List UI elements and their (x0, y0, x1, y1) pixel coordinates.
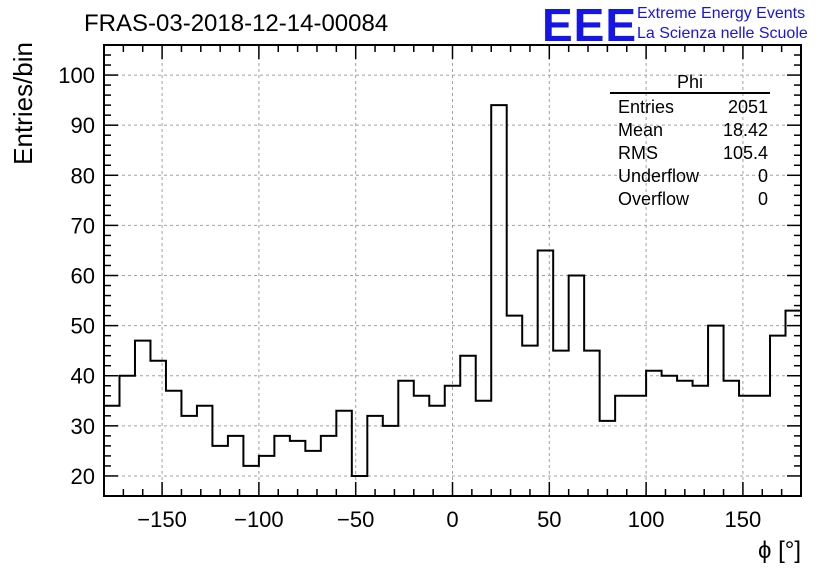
stats-box-title: Phi (676, 72, 703, 92)
stats-box-divider (610, 92, 770, 94)
axis-labels: −150 −100 −50 0 50 100 150 20 30 40 50 60 70 80 90 100 ϕ… (8, 42, 801, 564)
x-tick-label: −50 (337, 507, 374, 532)
y-tick-label: 50 (71, 314, 95, 339)
stats-row-entries: Entries 2051 (610, 96, 770, 119)
grid (104, 45, 801, 496)
chart-title: FRAS-03-2018-12-14-00084 (84, 10, 389, 37)
stats-value: 18.42 (722, 120, 768, 140)
x-tick-label: 100 (628, 507, 665, 532)
eee-logo: EEE (542, 0, 638, 51)
y-tick-label: 90 (71, 113, 95, 138)
stats-row-underflow: Underflow 0 (610, 165, 770, 188)
plot-frame (103, 44, 802, 497)
logo-caption-line1: Extreme Energy Events (637, 5, 806, 22)
stats-row-mean: Mean 18.42 (610, 119, 770, 142)
stats-value: 0 (757, 166, 768, 186)
stats-label: Mean (618, 120, 664, 140)
stats-value: 105.4 (722, 143, 768, 163)
stats-value: 0 (757, 189, 768, 209)
x-tick-label: −150 (137, 507, 187, 532)
logo-caption-line2: La Scienza nelle Scuole (637, 25, 808, 42)
stats-label: Entries (618, 97, 675, 117)
x-axis-label: ϕ [°] (758, 537, 801, 564)
y-tick-label: 40 (71, 364, 95, 389)
x-tick-label: 150 (725, 507, 762, 532)
axis-ticks (103, 45, 802, 496)
stats-row-overflow: Overflow 0 (610, 188, 770, 211)
x-tick-label: 0 (446, 507, 458, 532)
y-tick-label: 20 (71, 464, 95, 489)
y-tick-label: 60 (71, 264, 95, 289)
y-tick-label: 100 (58, 63, 95, 88)
stats-value: 2051 (727, 97, 768, 117)
stats-label: Underflow (618, 166, 700, 186)
x-tick-label: 50 (537, 507, 561, 532)
stats-label: RMS (618, 143, 658, 163)
histogram-series (104, 65, 802, 477)
y-axis-label: Entries/bin (8, 42, 38, 165)
y-tick-label: 80 (71, 163, 95, 188)
stats-box: Phi Entries 2051 Mean 18.42 RMS 105.4 Un… (610, 72, 770, 211)
x-tick-label: −100 (234, 507, 284, 532)
y-tick-label: 70 (71, 213, 95, 238)
stats-label: Overflow (618, 189, 690, 209)
stats-row-rms: RMS 105.4 (610, 142, 770, 165)
y-tick-label: 30 (71, 414, 95, 439)
